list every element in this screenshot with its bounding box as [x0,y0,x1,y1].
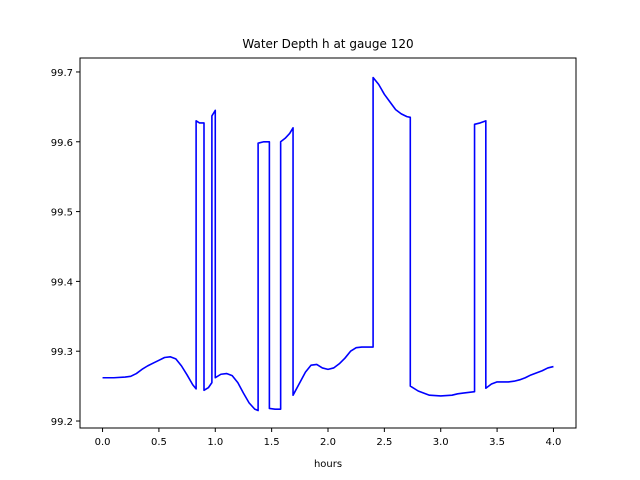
y-tick-label: 99.6 [51,138,73,149]
x-tick-label: 2.0 [320,437,336,448]
x-tick-label: 0.5 [151,437,167,448]
x-tick-label: 1.0 [207,437,223,448]
x-tick-label: 4.0 [546,437,562,448]
y-tick-label: 99.2 [51,417,73,428]
x-tick-label: 2.5 [376,437,392,448]
x-tick-label: 3.5 [489,437,505,448]
y-tick-label: 99.7 [51,68,73,79]
series-layer [102,76,554,412]
y-tick-label: 99.4 [51,277,73,288]
y-tick-label: 99.5 [51,208,73,219]
y-axis: 99.2 99.3 99.4 99.5 99.6 99.7 [51,68,80,428]
x-axis: 0.0 0.5 1.0 1.5 2.0 2.5 3.0 3.5 4.0 [95,428,562,448]
x-tick-label: 0.0 [95,437,111,448]
axes-frame [79,57,577,429]
chart-title: Water Depth h at gauge 120 [242,37,413,51]
y-tick-label: 99.3 [51,347,73,358]
series-line-0 [102,76,554,412]
x-tick-label: 3.0 [433,437,449,448]
x-axis-label: hours [314,459,342,470]
x-tick-label: 1.5 [264,437,280,448]
